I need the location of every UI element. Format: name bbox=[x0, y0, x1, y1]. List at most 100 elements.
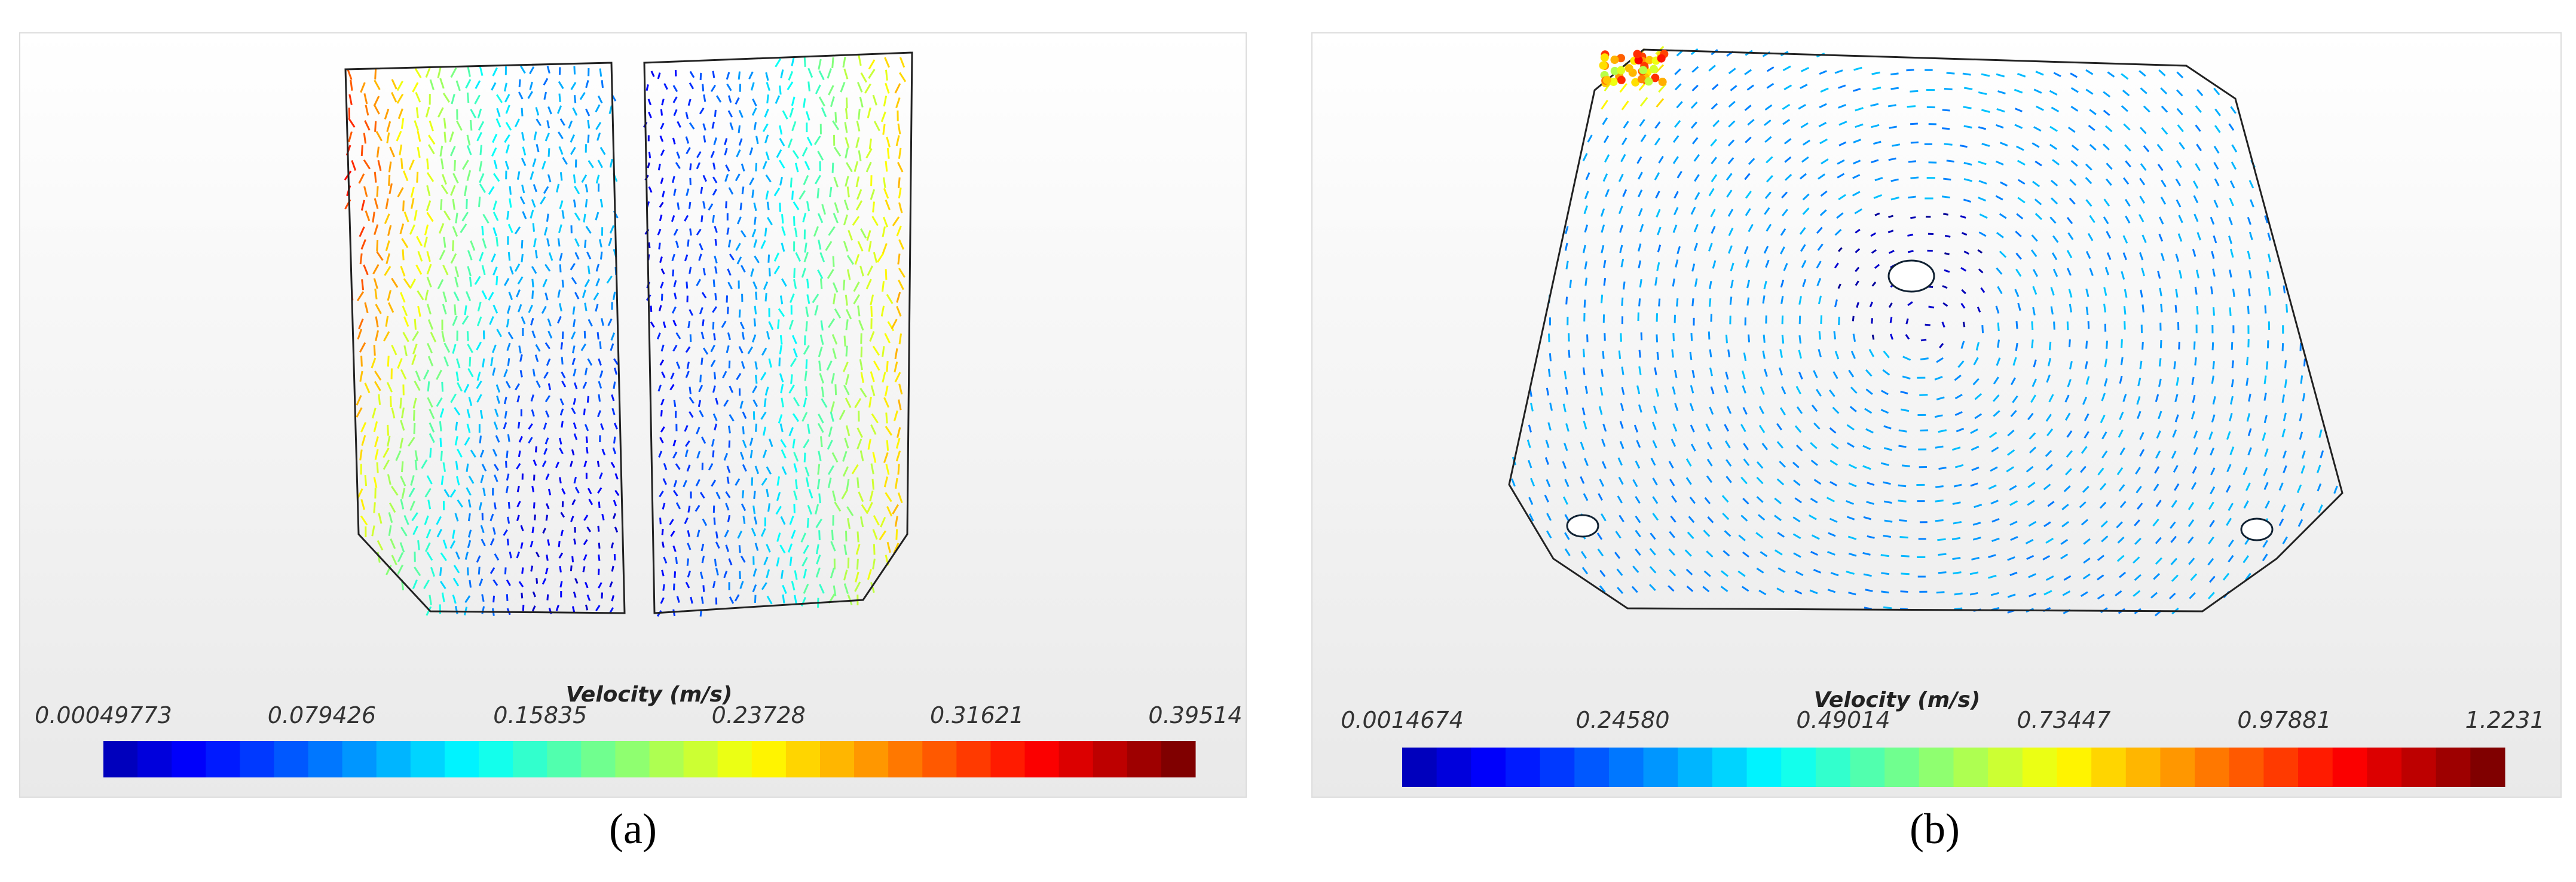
vector-arrow bbox=[1742, 407, 1748, 415]
vector-arrow bbox=[1638, 350, 1641, 358]
vector-arrow bbox=[1781, 191, 1788, 199]
vector-arrow bbox=[489, 538, 495, 546]
vector-arrow bbox=[598, 358, 602, 366]
vector-arrow bbox=[1604, 154, 1610, 163]
vector-arrow bbox=[547, 539, 550, 546]
vector-arrow bbox=[833, 146, 842, 157]
vector-arrow bbox=[677, 202, 680, 210]
vector-arrow bbox=[1883, 447, 1892, 451]
vector-arrow bbox=[728, 440, 731, 448]
vector-arrow bbox=[764, 227, 767, 237]
vector-arrow bbox=[423, 237, 428, 248]
vector-arrow bbox=[506, 210, 510, 220]
vector-arrow bbox=[775, 95, 781, 104]
vector-arrow bbox=[713, 137, 717, 145]
vector-arrow bbox=[1832, 371, 1838, 379]
colorbar-segment bbox=[854, 741, 889, 777]
vector-arrow bbox=[442, 291, 448, 302]
vector-arrow bbox=[1689, 351, 1693, 360]
vector-arrow bbox=[481, 464, 487, 472]
vector-arrow bbox=[2161, 179, 2167, 188]
vector-arrow bbox=[470, 449, 476, 458]
vector-arrow bbox=[545, 410, 550, 418]
vector-arrow bbox=[1944, 88, 1953, 91]
vector-arrow bbox=[1600, 208, 1605, 217]
vector-arrow bbox=[2247, 447, 2252, 456]
vector-arrow bbox=[1674, 369, 1678, 378]
vector-arrow bbox=[894, 372, 901, 382]
vector-arrow bbox=[1852, 174, 1861, 179]
vector-arrow bbox=[1565, 387, 1569, 395]
vector-arrow bbox=[1852, 191, 1861, 197]
vector-arrow bbox=[795, 252, 801, 262]
vector-arrow bbox=[803, 583, 809, 594]
vector-arrow bbox=[2027, 500, 2035, 506]
vector-arrow bbox=[2085, 251, 2091, 259]
vector-arrow bbox=[873, 121, 880, 131]
vector-arrow bbox=[806, 136, 813, 146]
vector-arrow bbox=[864, 83, 871, 94]
vector-arrow bbox=[1873, 194, 1883, 199]
vector-arrow bbox=[2025, 538, 2034, 544]
vector-arrow bbox=[2015, 342, 2018, 351]
vector-arrow bbox=[672, 439, 677, 446]
vector-arrow bbox=[2030, 394, 2036, 403]
vector-arrow bbox=[545, 473, 550, 480]
vector-arrow bbox=[1908, 160, 1917, 163]
vector-arrow bbox=[1853, 88, 1861, 92]
vector-arrow bbox=[586, 446, 589, 454]
vector-arrow bbox=[1963, 198, 1972, 203]
vector-arrow bbox=[2017, 160, 2026, 166]
vector-arrow bbox=[1953, 483, 1962, 488]
vector-arrow bbox=[821, 204, 827, 215]
vector-arrow bbox=[1638, 366, 1642, 375]
vector-arrow bbox=[1856, 302, 1859, 308]
hole bbox=[1566, 514, 1599, 538]
vector-arrow bbox=[1900, 408, 1910, 412]
colorbar-segment bbox=[1574, 748, 1610, 787]
vector-arrow bbox=[2318, 429, 2323, 438]
vector-arrow bbox=[1783, 138, 1792, 145]
vector-arrow bbox=[847, 594, 853, 605]
vector-arrow bbox=[1694, 192, 1700, 200]
vector-arrow bbox=[1614, 552, 1621, 559]
vector-arrow bbox=[702, 268, 706, 275]
vector-arrow bbox=[699, 410, 704, 418]
vector-arrow bbox=[1883, 425, 1892, 430]
vector-arrow bbox=[858, 109, 861, 120]
vector-arrow bbox=[347, 69, 353, 80]
vector-arrow bbox=[766, 569, 770, 578]
vector-arrow bbox=[426, 264, 432, 275]
vector-arrow bbox=[1580, 442, 1585, 451]
vector-arrow bbox=[400, 265, 406, 277]
vector-arrow bbox=[2196, 143, 2202, 151]
vector-arrow bbox=[2007, 593, 2016, 598]
vector-arrow bbox=[1818, 121, 1827, 128]
vector-arrow bbox=[595, 304, 599, 312]
vector-arrow bbox=[1919, 394, 1928, 396]
vector-arrow bbox=[1995, 160, 2004, 166]
vector-arrow bbox=[1978, 161, 1987, 166]
vector-arrow bbox=[2100, 415, 2106, 424]
vector-arrow bbox=[793, 397, 800, 407]
vector-arrow bbox=[470, 109, 477, 119]
vector-arrow bbox=[766, 217, 773, 225]
vector-arrow bbox=[683, 480, 687, 488]
colorbar-segment bbox=[2022, 748, 2057, 787]
vector-arrow bbox=[1795, 385, 1801, 394]
vector-arrow bbox=[898, 333, 902, 345]
vector-arrow bbox=[1615, 531, 1622, 539]
vector-arrow bbox=[1828, 532, 1836, 537]
vector-arrow bbox=[1888, 302, 1893, 308]
vector-arrow bbox=[1855, 107, 1864, 112]
vector-arrow bbox=[1827, 550, 1835, 556]
vector-arrow bbox=[2050, 287, 2055, 296]
colorbar-segment bbox=[2125, 748, 2161, 787]
vector-arrow bbox=[712, 188, 717, 196]
vector-arrow bbox=[813, 135, 821, 145]
vector-arrow bbox=[779, 335, 783, 345]
vector-arrow bbox=[599, 198, 604, 208]
vector-arrow bbox=[801, 268, 806, 278]
vector-arrow bbox=[455, 80, 461, 91]
vector-arrow bbox=[479, 145, 482, 155]
